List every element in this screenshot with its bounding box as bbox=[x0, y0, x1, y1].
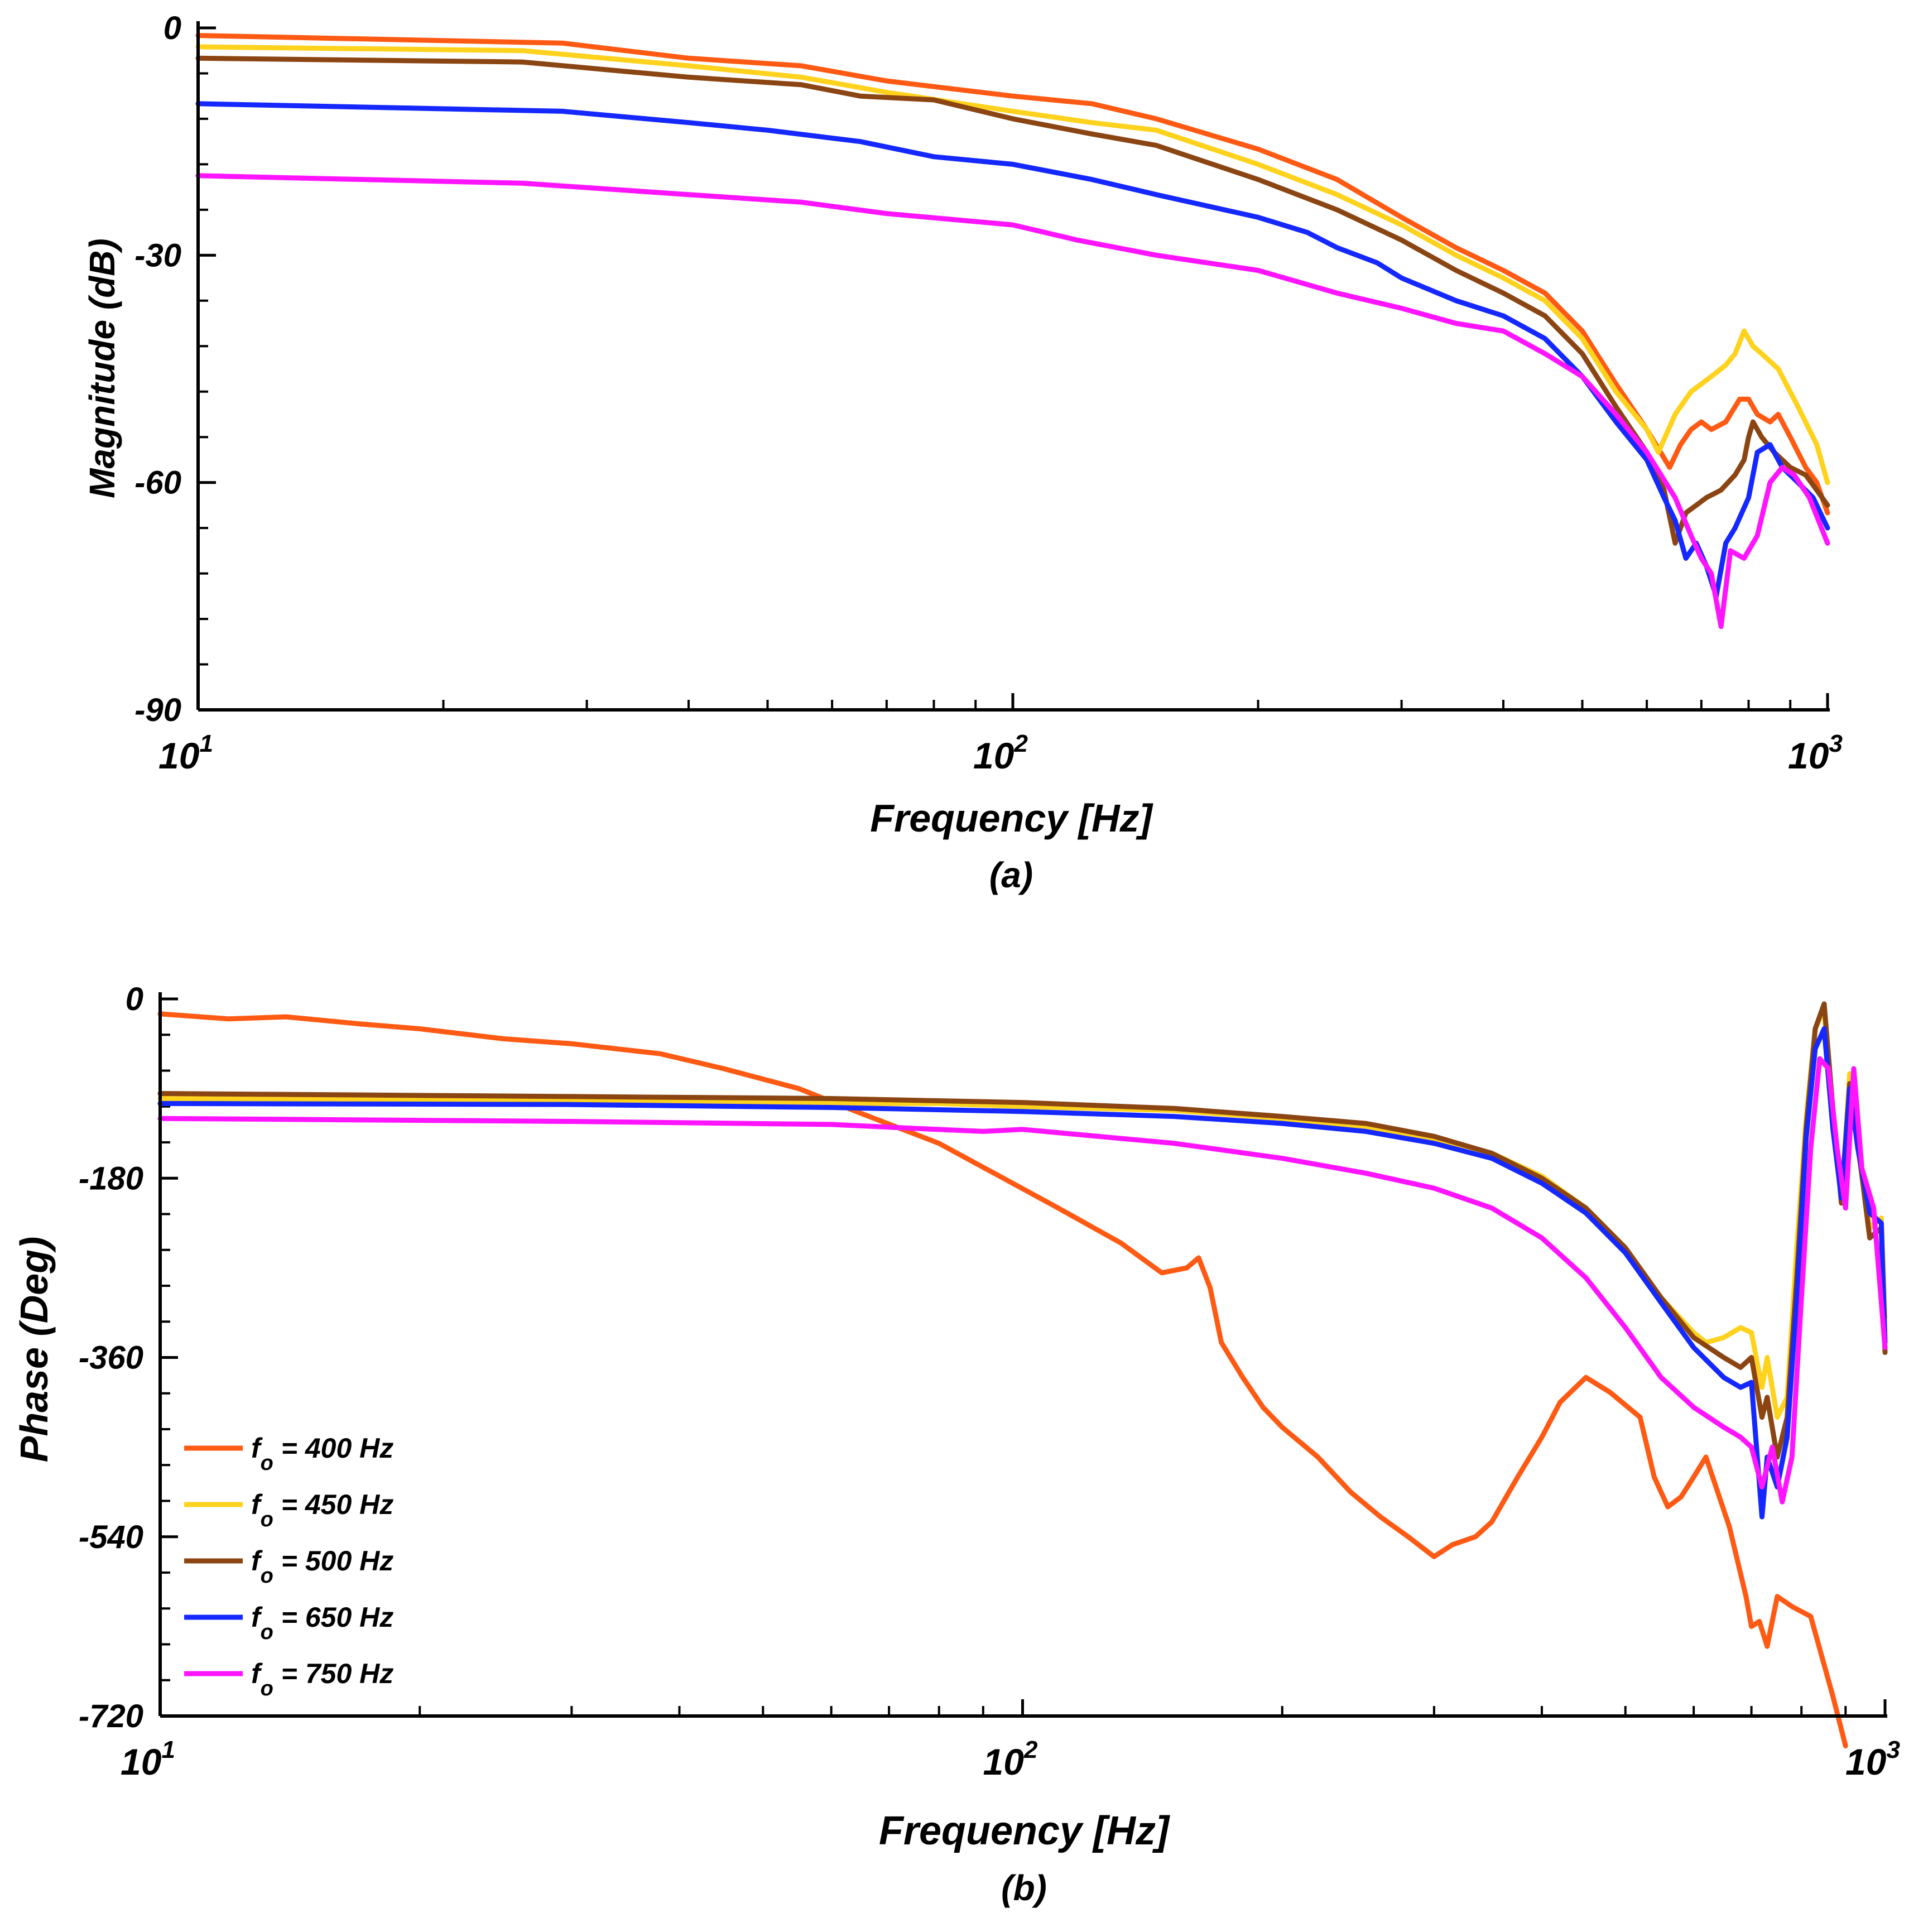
phase-x-axis-title: Frequency [Hz] bbox=[879, 1809, 1170, 1853]
magnitude-series-line-5 bbox=[195, 173, 1830, 629]
phase-axes bbox=[158, 992, 1887, 1718]
phase-x-tick-label: 102 bbox=[983, 1736, 1038, 1782]
legend-label-5: fo = 750 Hz bbox=[251, 1658, 393, 1700]
phase-series-line-2 bbox=[157, 1006, 1888, 1420]
phase-minor-ticks bbox=[160, 1034, 1847, 1716]
legend: fo = 400 Hz fo = 450 Hz fo = 500 Hz fo = 65… bbox=[184, 1433, 393, 1700]
phase-series-line-1 bbox=[157, 1011, 1848, 1748]
legend-label-3: fo = 500 Hz bbox=[251, 1545, 393, 1588]
panel-label-b: (b) bbox=[1001, 1868, 1047, 1908]
magnitude-y-tick-label: 0 bbox=[164, 10, 181, 46]
magnitude-y-tick-label: -90 bbox=[134, 692, 181, 728]
magnitude-y-tick-label: -60 bbox=[134, 465, 181, 501]
phase-y-tick-label: -720 bbox=[79, 1698, 143, 1734]
phase-y-axis-title: Phase (Deg) bbox=[12, 1237, 56, 1463]
phase-series-line-5 bbox=[157, 1056, 1888, 1505]
magnitude-x-tick-label: 101 bbox=[158, 730, 213, 776]
magnitude-y-tick-label: -30 bbox=[134, 237, 181, 273]
legend-label-2: fo = 450 Hz bbox=[251, 1489, 393, 1531]
phase-series-line-4 bbox=[157, 1026, 1888, 1520]
panel-label-a: (a) bbox=[989, 855, 1033, 895]
magnitude-series-line-3 bbox=[195, 55, 1830, 546]
magnitude-minor-ticks bbox=[198, 72, 1792, 710]
phase-y-tick-label: -540 bbox=[79, 1519, 143, 1555]
magnitude-series-line-2 bbox=[195, 44, 1830, 486]
phase-y-tick-label: -360 bbox=[79, 1340, 143, 1376]
legend-label-4: fo = 650 Hz bbox=[251, 1602, 393, 1644]
phase-x-tick-label: 101 bbox=[121, 1736, 175, 1782]
phase-x-tick-label: 103 bbox=[1845, 1736, 1900, 1782]
phase-series-line-3 bbox=[157, 1001, 1888, 1460]
phase-y-tick-label: -180 bbox=[79, 1160, 143, 1196]
magnitude-y-axis-title: Magnitude (dB) bbox=[82, 238, 122, 498]
magnitude-series-line-4 bbox=[195, 101, 1830, 599]
magnitude-axes bbox=[196, 21, 1830, 712]
magnitude-x-axis-title: Frequency [Hz] bbox=[870, 796, 1153, 840]
magnitude-x-tick-label: 103 bbox=[1788, 730, 1843, 776]
magnitude-series bbox=[195, 33, 1830, 629]
legend-label-1: fo = 400 Hz bbox=[251, 1433, 393, 1475]
phase-y-tick-label: 0 bbox=[126, 981, 143, 1017]
magnitude-x-tick-label: 102 bbox=[973, 730, 1028, 776]
phase-series bbox=[157, 1001, 1888, 1748]
